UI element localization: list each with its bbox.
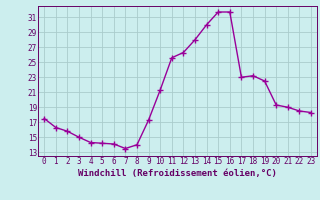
X-axis label: Windchill (Refroidissement éolien,°C): Windchill (Refroidissement éolien,°C) — [78, 169, 277, 178]
